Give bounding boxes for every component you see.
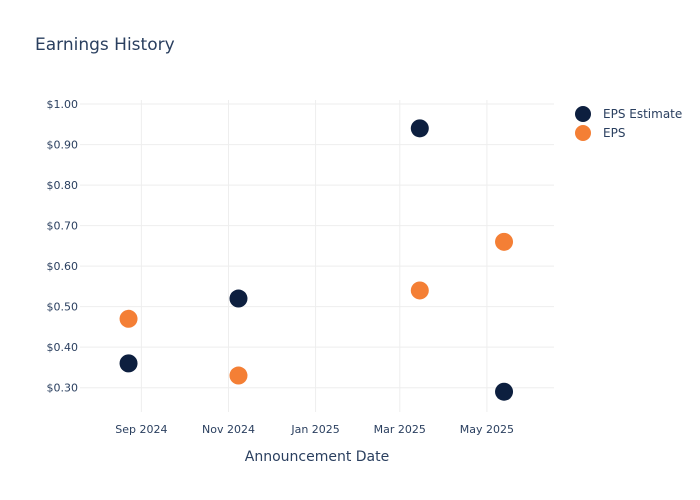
eps-point[interactable]: [119, 309, 138, 328]
chart-title: Earnings History: [35, 35, 175, 55]
eps-point[interactable]: [410, 281, 429, 300]
x-axis-title: Announcement Date: [245, 449, 389, 465]
y-tick-label: $1.00: [47, 98, 79, 111]
data-points: [119, 119, 514, 401]
eps-point[interactable]: [229, 366, 248, 385]
y-tick-label: $0.60: [47, 260, 79, 273]
legend-item-eps-estimate[interactable]: EPS Estimate: [575, 106, 682, 122]
legend-marker-icon: [575, 125, 591, 141]
eps-estimate-point[interactable]: [119, 354, 138, 373]
legend-label: EPS: [603, 126, 625, 140]
y-axis-ticks: $0.30 $0.40 $0.50 $0.60 $0.70 $0.80 $0.90 $1.00: [47, 98, 79, 395]
y-tick-label: $0.40: [47, 341, 79, 354]
x-tick-label: May 2025: [460, 423, 514, 436]
x-axis-ticks: Sep 2024 Nov 2024 Jan 2025 Mar 2025 May 2025: [115, 423, 514, 436]
gridlines: [80, 100, 554, 412]
eps-estimate-point[interactable]: [229, 289, 248, 308]
x-tick-label: Nov 2024: [202, 423, 255, 436]
y-tick-label: $0.50: [47, 301, 79, 314]
eps-estimate-point[interactable]: [410, 119, 429, 138]
eps-estimate-point[interactable]: [495, 382, 514, 401]
eps-point[interactable]: [495, 232, 514, 251]
x-tick-label: Jan 2025: [290, 423, 339, 436]
x-tick-label: Mar 2025: [374, 423, 426, 436]
y-tick-label: $0.70: [47, 220, 79, 233]
y-tick-label: $0.30: [47, 382, 79, 395]
legend[interactable]: EPS Estimate EPS: [575, 106, 682, 141]
legend-marker-icon: [575, 106, 591, 122]
y-tick-label: $0.90: [47, 139, 79, 152]
x-tick-label: Sep 2024: [115, 423, 167, 436]
y-tick-label: $0.80: [47, 179, 79, 192]
legend-item-eps[interactable]: EPS: [575, 125, 625, 141]
legend-label: EPS Estimate: [603, 107, 682, 121]
